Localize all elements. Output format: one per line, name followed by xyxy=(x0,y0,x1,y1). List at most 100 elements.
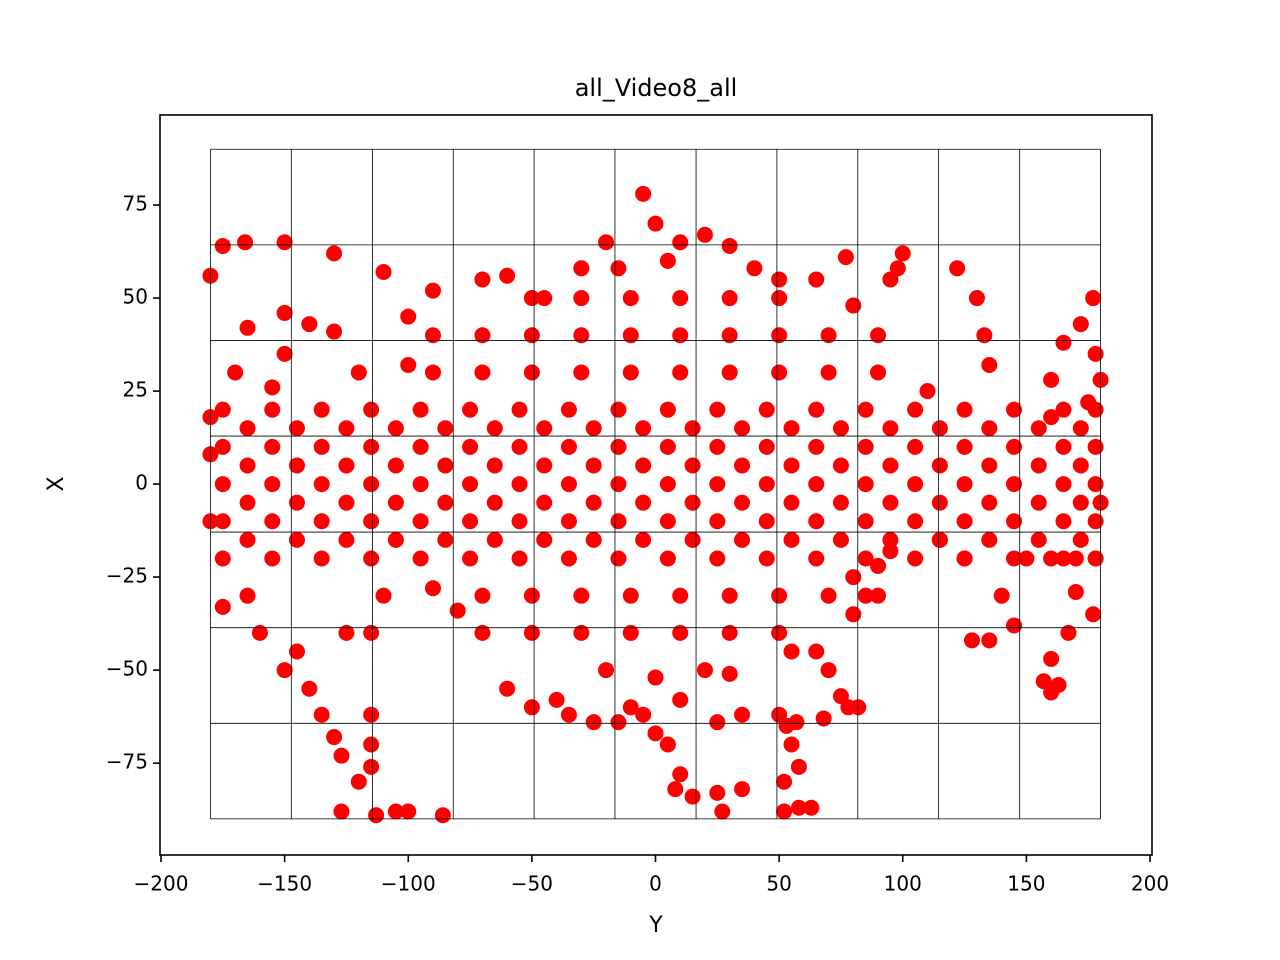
scatter-point xyxy=(462,513,479,530)
scatter-point xyxy=(363,706,380,723)
x-tick-label: 0 xyxy=(649,872,662,896)
scatter-point xyxy=(474,271,491,288)
scatter-point xyxy=(956,550,973,567)
scatter-point xyxy=(1087,513,1104,530)
scatter-point xyxy=(264,550,281,567)
scatter-point xyxy=(808,513,825,530)
scatter-point xyxy=(870,557,887,574)
scatter-point xyxy=(776,773,793,790)
scatter-point xyxy=(659,736,676,753)
scatter-point xyxy=(734,531,751,548)
scatter-point xyxy=(585,714,602,731)
scatter-point xyxy=(610,513,627,530)
scatter-point xyxy=(486,457,503,474)
scatter-point xyxy=(850,699,867,716)
scatter-point xyxy=(598,234,615,251)
x-tick-label: 200 xyxy=(1131,872,1169,896)
scatter-point xyxy=(919,383,936,400)
scatter-point xyxy=(709,401,726,418)
scatter-point xyxy=(758,438,775,455)
scatter-point xyxy=(239,494,256,511)
scatter-point xyxy=(523,364,540,381)
scatter-point xyxy=(288,494,305,511)
scatter-point xyxy=(449,602,466,619)
scatter-point xyxy=(264,379,281,396)
scatter-point xyxy=(870,587,887,604)
scatter-point xyxy=(956,476,973,493)
scatter-point xyxy=(499,680,516,697)
scatter-point xyxy=(889,260,906,277)
scatter-point xyxy=(783,494,800,511)
scatter-point xyxy=(820,662,837,679)
scatter-point xyxy=(808,476,825,493)
scatter-point xyxy=(894,245,911,262)
scatter-point xyxy=(882,494,899,511)
scatter-point xyxy=(803,799,820,816)
x-tick-label: −150 xyxy=(257,872,312,896)
scatter-point xyxy=(338,420,355,437)
scatter-point xyxy=(1072,457,1089,474)
scatter-point xyxy=(412,438,429,455)
y-tick-label: −25 xyxy=(106,564,148,588)
scatter-point xyxy=(659,476,676,493)
scatter-point xyxy=(338,624,355,641)
scatter-point xyxy=(573,587,590,604)
scatter-point xyxy=(214,598,231,615)
scatter-point xyxy=(326,245,343,262)
scatter-point xyxy=(1072,531,1089,548)
scatter-point xyxy=(1087,438,1104,455)
scatter-point xyxy=(251,624,268,641)
scatter-point xyxy=(313,550,330,567)
scatter-point xyxy=(1055,401,1072,418)
scatter-point xyxy=(573,624,590,641)
scatter-point xyxy=(776,803,793,820)
scatter-point xyxy=(462,550,479,567)
scatter-point xyxy=(667,781,684,798)
scatter-point xyxy=(907,401,924,418)
scatter-point xyxy=(882,457,899,474)
scatter-point xyxy=(610,476,627,493)
scatter-point xyxy=(659,401,676,418)
x-tick-label: 100 xyxy=(884,872,922,896)
scatter-point xyxy=(734,781,751,798)
scatter-point xyxy=(363,736,380,753)
scatter-point xyxy=(709,784,726,801)
scatter-point xyxy=(672,290,689,307)
scatter-point xyxy=(758,550,775,567)
scatter-point xyxy=(721,624,738,641)
scatter-point xyxy=(1055,513,1072,530)
scatter-point xyxy=(536,420,553,437)
scatter-point xyxy=(338,531,355,548)
scatter-point xyxy=(412,476,429,493)
scatter-point xyxy=(820,327,837,344)
scatter-point xyxy=(709,550,726,567)
scatter-point xyxy=(511,550,528,567)
scatter-point xyxy=(511,476,528,493)
scatter-point xyxy=(963,632,980,649)
scatter-point xyxy=(536,494,553,511)
y-axis-label: X xyxy=(44,476,69,491)
scatter-point xyxy=(857,476,874,493)
scatter-point xyxy=(771,624,788,641)
scatter-point xyxy=(808,271,825,288)
scatter-point xyxy=(434,807,451,824)
scatter-point xyxy=(1043,409,1060,426)
scatter-point xyxy=(1030,457,1047,474)
scatter-point xyxy=(1087,345,1104,362)
scatter-point xyxy=(758,401,775,418)
scatter-point xyxy=(857,513,874,530)
scatter-point xyxy=(907,513,924,530)
scatter-point xyxy=(1006,438,1023,455)
scatter-point xyxy=(857,401,874,418)
scatter-point xyxy=(474,624,491,641)
scatter-point xyxy=(610,438,627,455)
scatter-point xyxy=(437,457,454,474)
scatter-point xyxy=(239,420,256,437)
scatter-point xyxy=(949,260,966,277)
scatter-point xyxy=(412,513,429,530)
scatter-point xyxy=(1087,550,1104,567)
scatter-point xyxy=(684,788,701,805)
scatter-point xyxy=(462,438,479,455)
scatter-point xyxy=(734,494,751,511)
scatter-point xyxy=(1055,438,1072,455)
